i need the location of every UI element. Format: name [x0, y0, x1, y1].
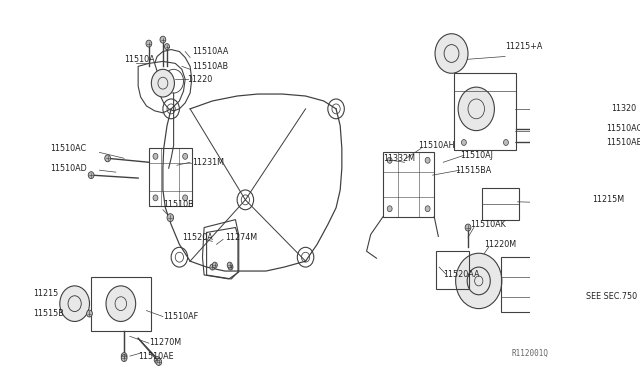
Circle shape — [387, 157, 392, 163]
Text: 11510AJ: 11510AJ — [460, 151, 493, 160]
Bar — [91, 277, 150, 331]
Text: 11520A: 11520A — [182, 233, 212, 242]
Bar — [149, 148, 192, 206]
Text: 11510AB: 11510AB — [192, 62, 228, 71]
Text: 11215: 11215 — [33, 289, 59, 298]
Bar — [454, 73, 516, 150]
Circle shape — [465, 224, 471, 231]
Text: 11520AA: 11520AA — [444, 269, 480, 279]
Circle shape — [160, 36, 166, 43]
Circle shape — [121, 353, 127, 359]
Circle shape — [387, 206, 392, 212]
Text: 11274M: 11274M — [225, 233, 257, 242]
Bar — [501, 257, 534, 312]
Circle shape — [435, 34, 468, 73]
Circle shape — [167, 214, 173, 222]
Circle shape — [146, 40, 152, 47]
Text: 11510AA: 11510AA — [192, 47, 228, 56]
Text: SEE SEC.750: SEE SEC.750 — [586, 292, 637, 301]
Circle shape — [88, 171, 94, 179]
Text: 11215+A: 11215+A — [505, 42, 543, 51]
Circle shape — [182, 195, 188, 201]
Circle shape — [105, 155, 111, 162]
Circle shape — [164, 44, 170, 49]
Circle shape — [550, 139, 556, 146]
Circle shape — [154, 357, 160, 363]
Text: 11510AC: 11510AC — [50, 144, 86, 153]
Text: 11515BA: 11515BA — [456, 166, 492, 175]
Circle shape — [227, 262, 232, 268]
Bar — [383, 153, 434, 217]
Circle shape — [121, 355, 127, 362]
Circle shape — [153, 153, 158, 159]
Text: 11510AD: 11510AD — [50, 164, 86, 173]
Circle shape — [461, 140, 467, 145]
Circle shape — [212, 262, 218, 268]
Circle shape — [60, 286, 90, 321]
Circle shape — [458, 87, 495, 131]
Text: 11515B: 11515B — [33, 309, 64, 318]
Text: 11332M: 11332M — [383, 154, 415, 163]
Circle shape — [425, 157, 430, 163]
Text: 11510AE: 11510AE — [605, 138, 640, 147]
Text: 11215M: 11215M — [592, 195, 624, 204]
Text: 11510AE: 11510AE — [138, 352, 174, 360]
Text: 11510B: 11510B — [163, 200, 193, 209]
Bar — [436, 251, 469, 289]
Circle shape — [106, 286, 136, 321]
Circle shape — [228, 264, 233, 270]
Circle shape — [210, 264, 215, 270]
Circle shape — [153, 195, 158, 201]
Text: 11220: 11220 — [188, 75, 213, 84]
Text: 11270M: 11270M — [149, 338, 181, 347]
Text: 11510AF: 11510AF — [163, 312, 198, 321]
Circle shape — [151, 69, 175, 97]
Text: 11510AH: 11510AH — [419, 141, 455, 150]
Text: 11231M: 11231M — [192, 158, 224, 167]
Circle shape — [156, 359, 162, 365]
Circle shape — [550, 125, 556, 132]
Text: 11510AK: 11510AK — [470, 220, 506, 229]
Text: 11320: 11320 — [611, 105, 636, 113]
Circle shape — [504, 140, 508, 145]
Circle shape — [425, 206, 430, 212]
Circle shape — [456, 253, 502, 309]
Circle shape — [182, 153, 188, 159]
Text: 11510AG: 11510AG — [605, 124, 640, 133]
Text: R112001Q: R112001Q — [512, 349, 548, 358]
Bar — [482, 188, 519, 219]
Circle shape — [86, 310, 92, 317]
Text: 11510A: 11510A — [124, 55, 155, 64]
Text: 11220M: 11220M — [484, 240, 516, 249]
